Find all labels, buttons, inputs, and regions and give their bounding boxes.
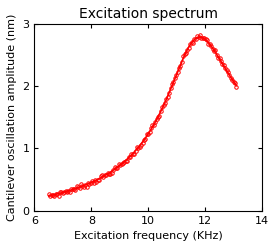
Title: Excitation spectrum: Excitation spectrum [79, 7, 218, 21]
X-axis label: Excitation frequency (KHz): Excitation frequency (KHz) [74, 231, 223, 241]
Y-axis label: Cantilever oscillation amplitude (nm): Cantilever oscillation amplitude (nm) [7, 13, 17, 221]
